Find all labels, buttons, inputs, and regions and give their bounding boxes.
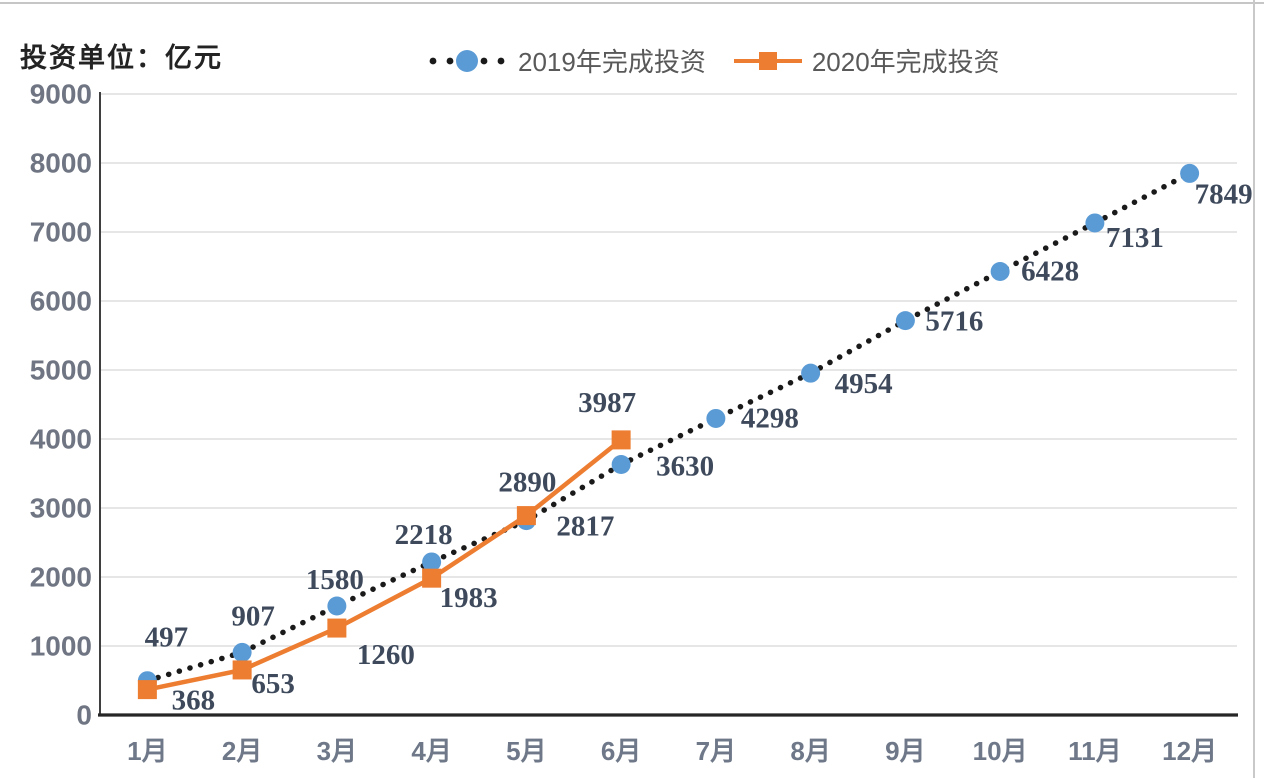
data-point-square bbox=[611, 430, 631, 450]
y-axis-tick-label: 5000 bbox=[30, 355, 92, 386]
data-label: 653 bbox=[251, 668, 295, 700]
data-point-circle bbox=[327, 596, 347, 616]
x-axis-tick-label: 3月 bbox=[317, 736, 357, 766]
series-line-2020年完成投资 bbox=[146, 438, 623, 692]
data-label: 3987 bbox=[578, 387, 636, 419]
y-axis-tick-label: 8000 bbox=[30, 148, 92, 179]
legend-marker-dotted-circle-icon bbox=[429, 49, 505, 72]
data-label: 2817 bbox=[556, 511, 614, 543]
data-label: 368 bbox=[172, 685, 216, 717]
y-axis-tick-label: 2000 bbox=[30, 562, 92, 593]
x-axis-tick-label: 12月 bbox=[1162, 736, 1217, 766]
data-label: 2218 bbox=[395, 519, 453, 551]
data-point-square bbox=[232, 660, 252, 680]
data-point-square bbox=[516, 506, 536, 526]
x-axis-tick-label: 10月 bbox=[973, 736, 1028, 766]
legend-label-2020: 2020年完成投资 bbox=[811, 47, 1000, 77]
data-label: 4298 bbox=[741, 402, 799, 434]
data-point-circle bbox=[801, 363, 821, 383]
data-label: 3630 bbox=[656, 451, 714, 483]
chart-legend: 2019年完成投资 2020年完成投资 bbox=[428, 42, 1000, 79]
data-point-circle bbox=[990, 261, 1010, 281]
x-axis-tick-label: 8月 bbox=[790, 736, 830, 766]
data-point-circle bbox=[422, 552, 442, 572]
data-label: 7849 bbox=[1195, 178, 1253, 210]
series-line-2019年完成投资 bbox=[144, 170, 1193, 684]
frame-right-border bbox=[1253, 0, 1255, 778]
y-axis-tick-label: 3000 bbox=[30, 493, 92, 524]
legend-square-marker bbox=[758, 51, 777, 70]
data-label: 5716 bbox=[925, 306, 983, 338]
data-label: 1580 bbox=[306, 564, 364, 596]
data-label: 1260 bbox=[357, 639, 415, 671]
legend-dot bbox=[480, 57, 488, 64]
x-axis-tick-label: 7月 bbox=[696, 736, 736, 766]
x-axis-tick-label: 4月 bbox=[411, 736, 451, 766]
data-point-circle bbox=[1085, 213, 1105, 233]
data-label: 4954 bbox=[835, 368, 893, 400]
chart-unit-label: 投资单位：亿元 bbox=[20, 43, 223, 73]
data-label: 7131 bbox=[1106, 222, 1164, 254]
y-axis-tick-label: 0 bbox=[76, 700, 92, 731]
x-axis-tick-label: 9月 bbox=[885, 736, 925, 766]
data-point-square bbox=[137, 680, 157, 700]
legend-dot bbox=[497, 57, 505, 64]
data-point-circle bbox=[232, 642, 252, 662]
data-point-circle bbox=[611, 455, 631, 475]
legend-dot bbox=[446, 57, 454, 64]
y-axis-tick-label: 6000 bbox=[30, 286, 92, 317]
data-label: 6428 bbox=[1021, 255, 1079, 287]
x-axis-tick-label: 6月 bbox=[601, 736, 641, 766]
x-axis-tick-label: 2月 bbox=[222, 736, 262, 766]
y-axis-tick-label: 4000 bbox=[30, 424, 92, 455]
data-label: 907 bbox=[231, 600, 275, 632]
data-point-circle bbox=[706, 408, 726, 428]
legend-label-2019: 2019年完成投资 bbox=[518, 47, 706, 77]
y-axis-tick-label: 7000 bbox=[30, 217, 92, 248]
data-label: 1983 bbox=[440, 582, 498, 614]
legend-dot bbox=[429, 57, 437, 64]
data-label: 497 bbox=[145, 622, 189, 654]
data-point-square bbox=[327, 618, 347, 638]
frame-top-border bbox=[0, 2, 1264, 4]
y-axis-tick-label: 1000 bbox=[30, 631, 92, 662]
legend-item-2019: 2019年完成投资 bbox=[428, 42, 706, 79]
y-axis-tick-label: 9000 bbox=[30, 79, 92, 110]
data-point-circle bbox=[1180, 163, 1200, 183]
x-axis-tick-label: 5月 bbox=[506, 736, 546, 766]
data-point-square bbox=[422, 568, 442, 588]
data-point-circle bbox=[895, 311, 915, 331]
legend-circle-marker bbox=[456, 49, 478, 72]
legend-marker-line-square-icon bbox=[733, 51, 802, 70]
x-axis-tick-label: 1月 bbox=[127, 736, 167, 766]
x-axis-tick-label: 11月 bbox=[1068, 736, 1122, 766]
legend-item-2020: 2020年完成投资 bbox=[733, 42, 1000, 79]
data-label: 2890 bbox=[498, 467, 556, 499]
